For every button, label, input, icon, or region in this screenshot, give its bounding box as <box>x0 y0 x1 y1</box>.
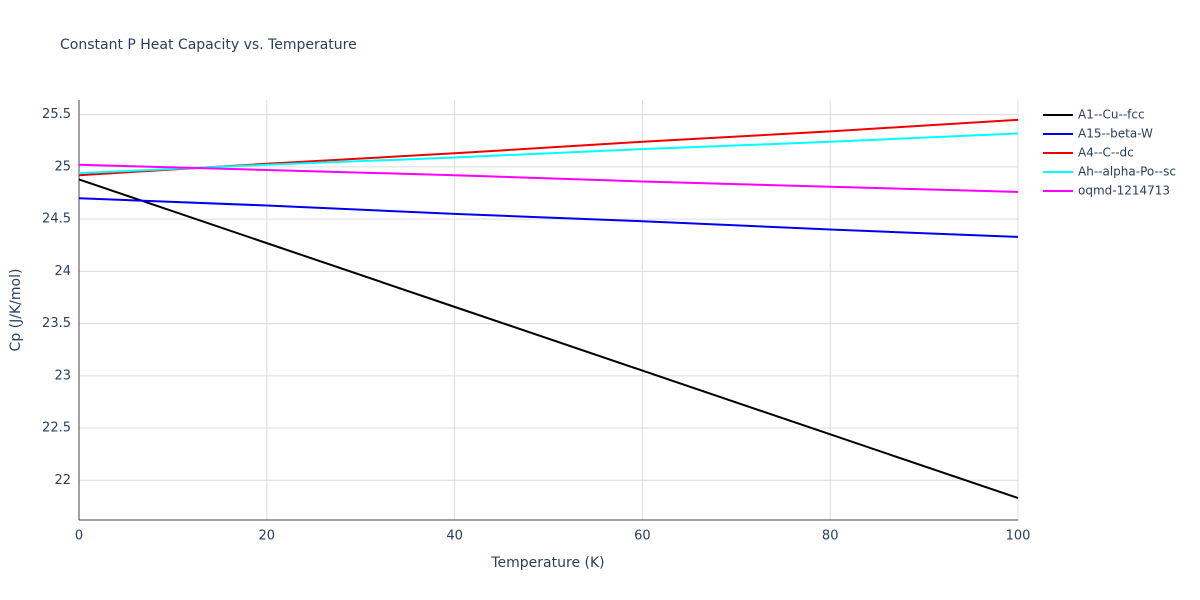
y-tick-label: 23.5 <box>42 316 71 331</box>
y-tick-label: 25.5 <box>42 107 71 122</box>
series-line <box>78 178 1019 500</box>
y-tick-label: 24.5 <box>42 212 71 227</box>
x-tick-label: 60 <box>634 529 651 544</box>
y-tick-label: 22 <box>54 473 71 488</box>
legend-label: oqmd-1214713 <box>1078 184 1170 198</box>
y-tick-label: 22.5 <box>42 421 71 436</box>
legend-label: A4--C--dc <box>1078 146 1134 160</box>
x-tick-label: 0 <box>75 529 83 544</box>
x-tick-label: 20 <box>259 529 276 544</box>
legend-label: A15--beta-W <box>1078 127 1153 141</box>
chart-title: Constant P Heat Capacity vs. Temperature <box>60 37 357 53</box>
y-tick-label: 25 <box>54 159 71 174</box>
series-line <box>78 197 1019 238</box>
y-axis-label: Cp (J/K/mol) <box>8 269 24 352</box>
x-tick-label: 100 <box>1006 529 1031 544</box>
x-axis-label: Temperature (K) <box>490 555 604 571</box>
legend-label: A1--Cu--fcc <box>1078 108 1145 122</box>
y-tick-label: 23 <box>54 368 71 383</box>
series-line <box>78 163 1019 193</box>
legend-label: Ah--alpha-Po--sc <box>1078 165 1176 179</box>
y-tick-label: 24 <box>54 264 71 279</box>
x-tick-label: 40 <box>446 529 463 544</box>
series-line <box>78 132 1019 175</box>
x-tick-label: 80 <box>822 529 839 544</box>
